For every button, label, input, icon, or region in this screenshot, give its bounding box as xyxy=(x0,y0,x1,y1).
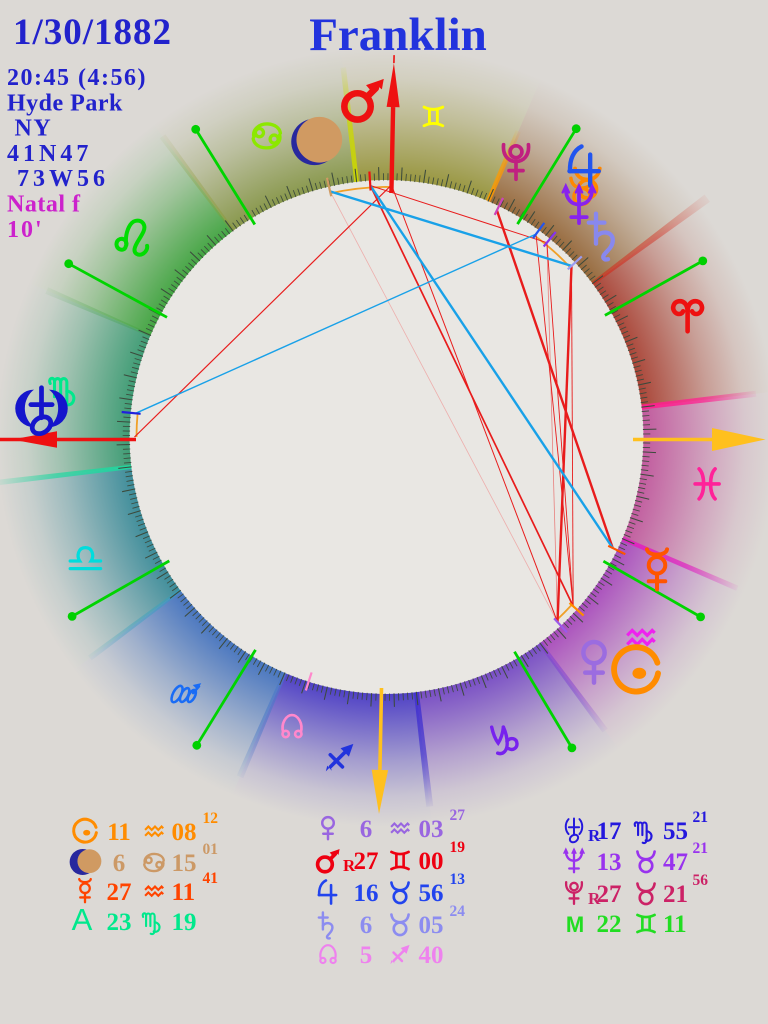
svg-text:R: R xyxy=(343,856,356,875)
svg-text:27: 27 xyxy=(450,807,466,824)
svg-text:17: 17 xyxy=(597,818,622,845)
svg-text:19: 19 xyxy=(172,909,197,936)
svg-text:01: 01 xyxy=(203,841,219,858)
svg-text:Franklin: Franklin xyxy=(309,9,487,61)
svg-text:11: 11 xyxy=(663,911,687,938)
svg-text:1/30/1882: 1/30/1882 xyxy=(13,12,172,53)
svg-text:Natal f: Natal f xyxy=(7,192,81,218)
svg-text:16: 16 xyxy=(354,880,379,907)
svg-text:10': 10' xyxy=(7,217,44,243)
svg-text:41: 41 xyxy=(203,870,219,887)
svg-text:47: 47 xyxy=(663,849,688,876)
svg-text:12: 12 xyxy=(203,810,219,827)
svg-text:73W56: 73W56 xyxy=(7,166,109,192)
svg-text:27: 27 xyxy=(354,848,379,875)
svg-text:05: 05 xyxy=(419,912,444,939)
svg-text:24: 24 xyxy=(450,903,466,920)
svg-text:5: 5 xyxy=(360,942,373,969)
svg-text:27: 27 xyxy=(597,881,622,908)
svg-text:00: 00 xyxy=(419,848,444,875)
svg-text:M: M xyxy=(566,912,584,937)
svg-text:21: 21 xyxy=(693,809,709,826)
svg-text:55: 55 xyxy=(663,818,688,845)
svg-text:23: 23 xyxy=(107,909,132,936)
svg-text:56: 56 xyxy=(693,872,709,889)
svg-text:20:45 (4:56): 20:45 (4:56) xyxy=(7,65,147,91)
svg-text:22: 22 xyxy=(597,911,622,938)
svg-text:27: 27 xyxy=(107,879,132,906)
svg-text:6: 6 xyxy=(360,912,373,939)
svg-text:11: 11 xyxy=(172,879,196,906)
svg-text:13: 13 xyxy=(597,849,622,876)
svg-text:Hyde Park: Hyde Park xyxy=(7,90,123,116)
svg-text:15: 15 xyxy=(172,850,197,877)
svg-text:A: A xyxy=(72,902,93,937)
svg-text:03: 03 xyxy=(419,816,444,843)
svg-text:13: 13 xyxy=(450,871,466,888)
svg-text:NY: NY xyxy=(7,116,52,142)
svg-text:21: 21 xyxy=(693,840,709,857)
svg-text:R: R xyxy=(588,826,601,845)
svg-text:19: 19 xyxy=(450,839,466,856)
svg-text:21: 21 xyxy=(663,881,688,908)
svg-text:40: 40 xyxy=(419,942,444,969)
svg-text:11: 11 xyxy=(107,819,131,846)
svg-text:6: 6 xyxy=(360,816,373,843)
svg-text:41N47: 41N47 xyxy=(7,141,92,167)
svg-text:R: R xyxy=(588,889,601,908)
svg-text:08: 08 xyxy=(172,819,197,846)
svg-text:56: 56 xyxy=(419,880,444,907)
svg-text:6: 6 xyxy=(113,850,126,877)
